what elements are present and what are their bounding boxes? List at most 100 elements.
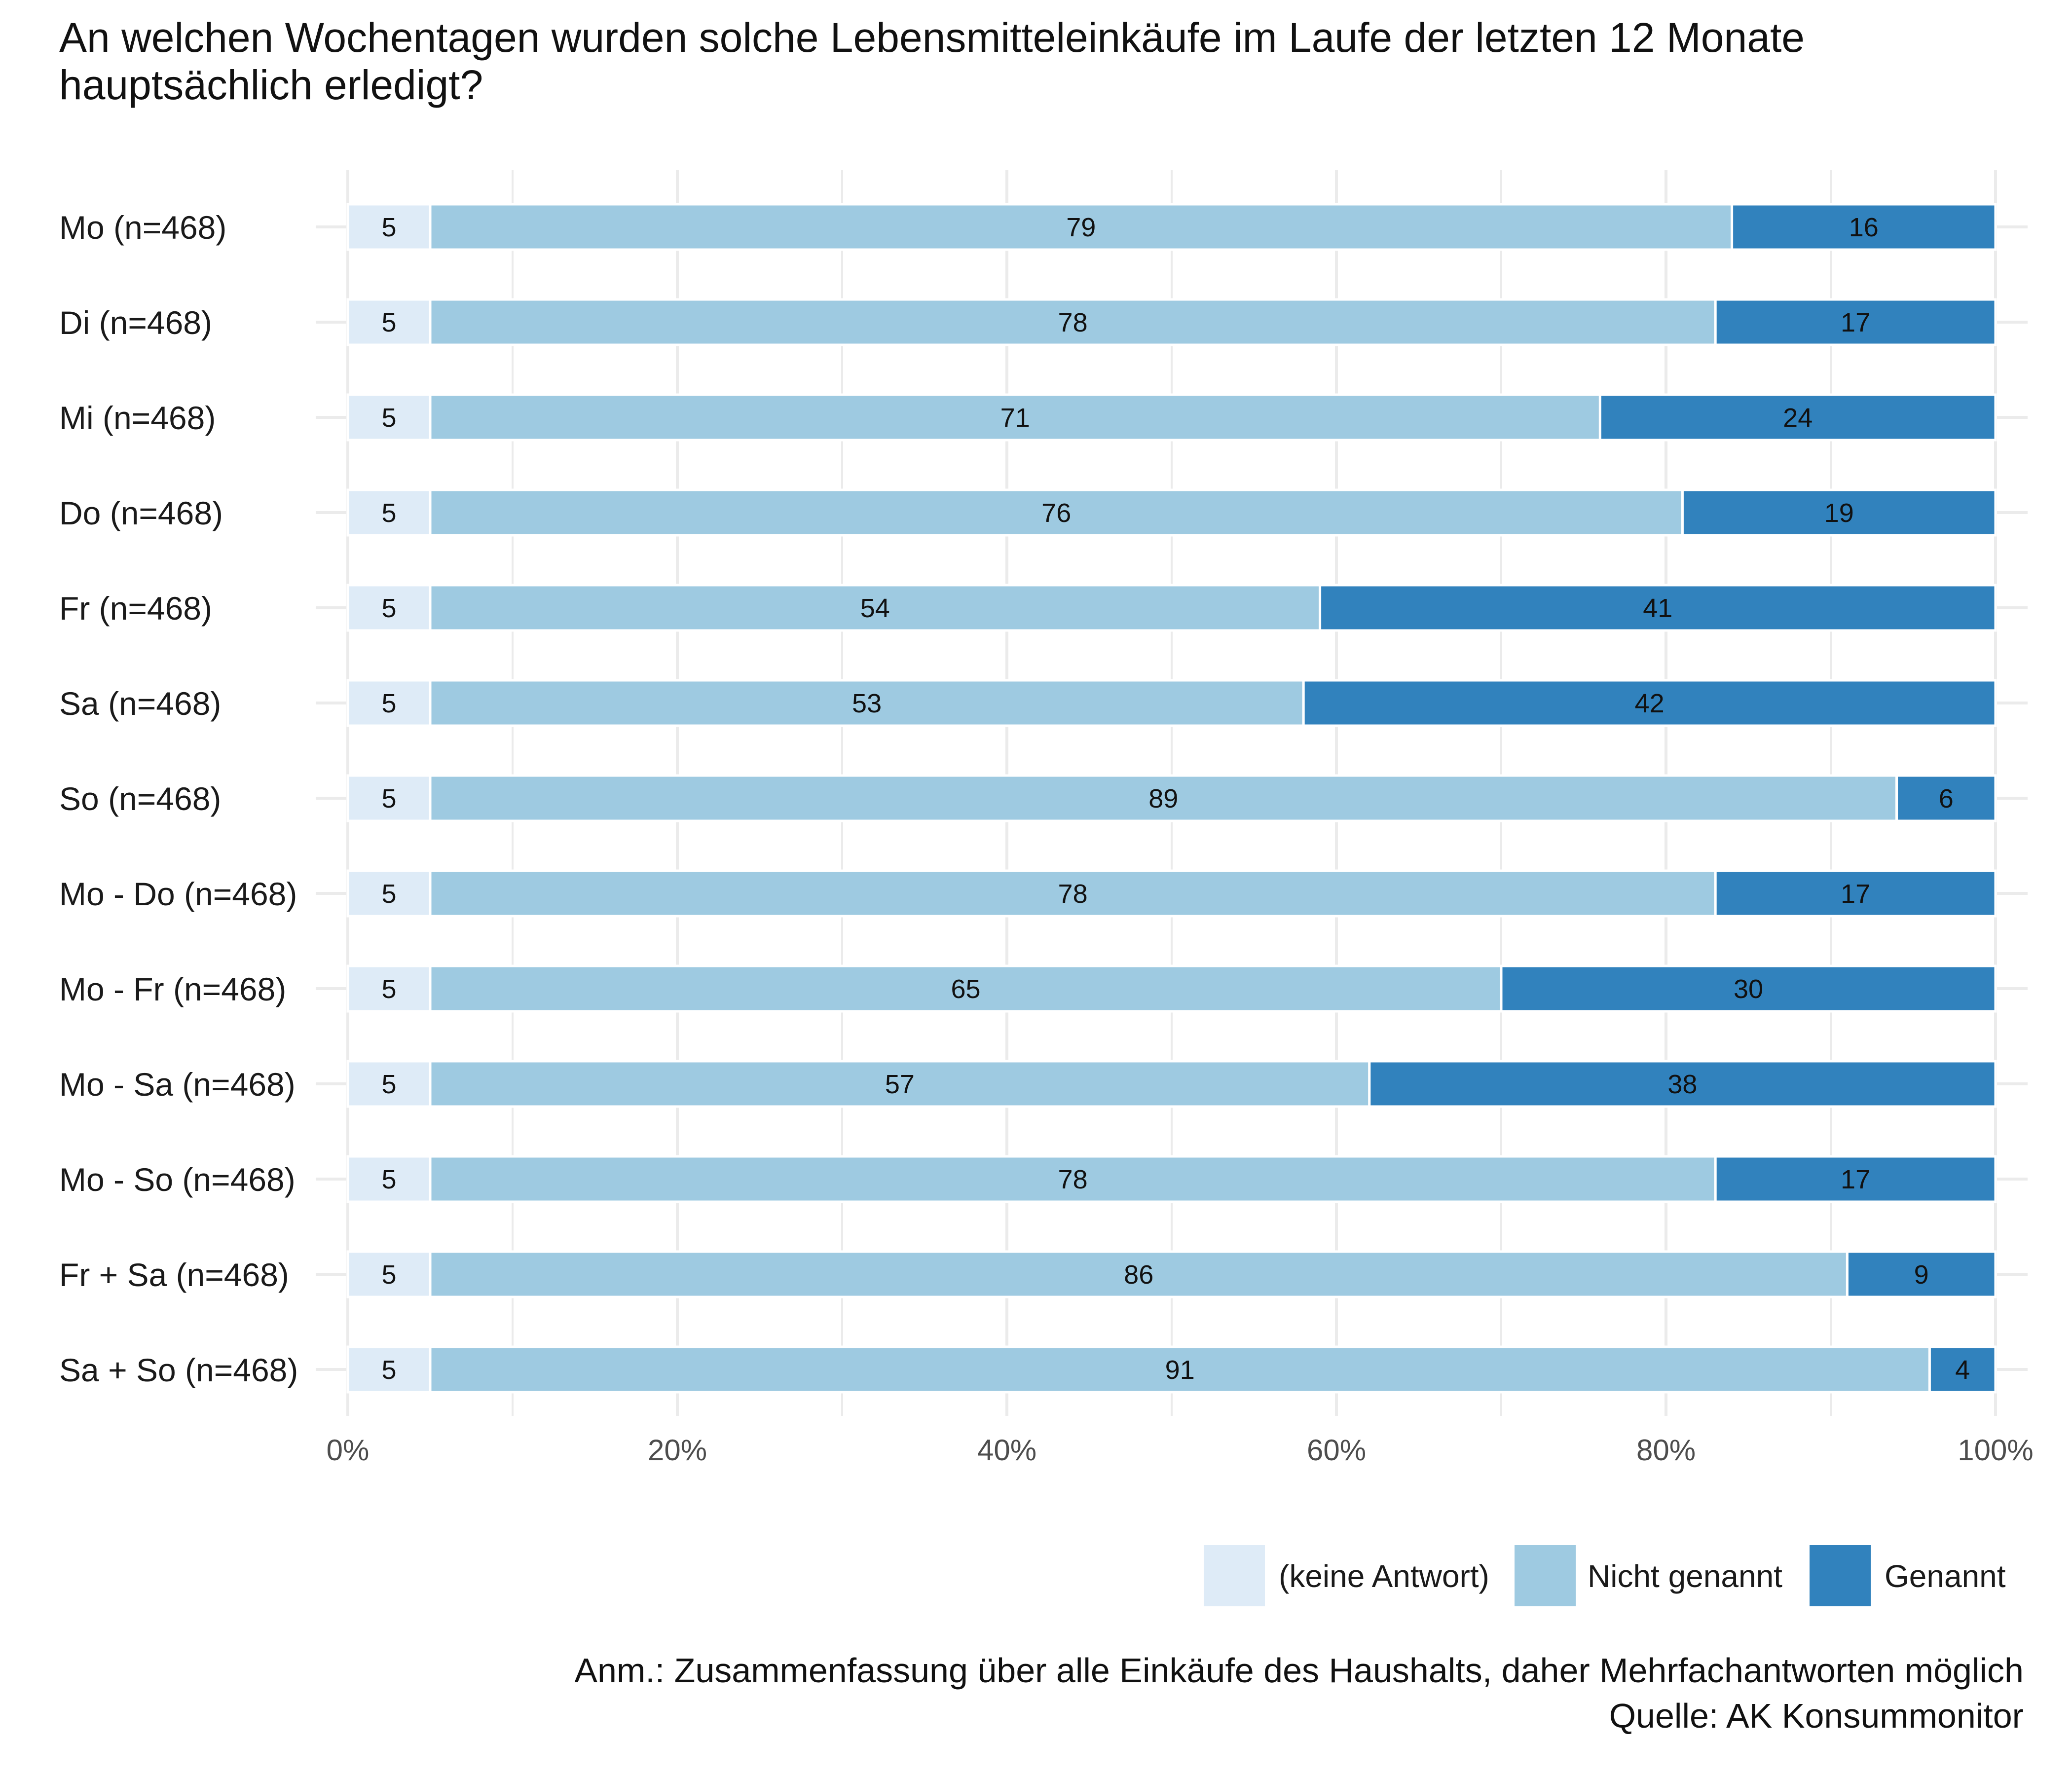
bar-segment [1500, 964, 1997, 1013]
data-label: 42 [1635, 689, 1665, 718]
legend-key [1515, 1545, 1576, 1606]
data-label: 5 [381, 498, 396, 528]
data-label: 91 [1165, 1355, 1195, 1385]
x-axis-labels: 0% 20% 40% 60% 80% 100% [327, 1434, 2034, 1467]
x-tick-label: 0% [327, 1434, 370, 1467]
bar-segment [429, 488, 1684, 537]
data-label: 24 [1783, 403, 1813, 433]
category-label: Sa + So (n=468) [59, 1352, 298, 1388]
category-label: Do (n=468) [59, 495, 223, 531]
bar-segment [1598, 393, 1997, 442]
bar-segment [346, 964, 432, 1013]
bar-segment [1895, 774, 1997, 822]
bar-segment [1714, 1155, 1997, 1203]
bar-segment [346, 393, 432, 442]
x-tick-label: 20% [648, 1434, 707, 1467]
data-label: 41 [1643, 593, 1672, 623]
data-label: 5 [381, 1355, 396, 1385]
category-label: Fr + Sa (n=468) [59, 1257, 289, 1293]
bar-segments: 5 79 165 78 175 71 245 76 195 54 415 53 425 89 65 78 175… [346, 203, 1997, 1394]
category-label: Mo - Do (n=468) [59, 876, 297, 912]
category-label: Mo - Sa (n=468) [59, 1066, 296, 1103]
data-label: 86 [1124, 1260, 1153, 1290]
legend-label: Nicht genannt [1588, 1558, 1782, 1594]
legend-key [1204, 1545, 1265, 1606]
x-tick-label: 80% [1636, 1434, 1696, 1467]
data-label: 71 [1000, 403, 1030, 433]
data-label: 30 [1734, 974, 1763, 1004]
data-label: 5 [381, 974, 396, 1004]
data-label: 9 [1914, 1260, 1929, 1290]
data-label: 54 [860, 593, 890, 623]
category-label: Sa (n=468) [59, 685, 221, 722]
legend: (keine Antwort) Nicht genannt Genannt [1204, 1545, 2006, 1606]
bar-segment [346, 584, 432, 632]
data-label: 5 [381, 308, 396, 337]
data-label: 5 [381, 1070, 396, 1099]
x-tick-label: 100% [1958, 1434, 2033, 1467]
bar-segment [429, 679, 1305, 727]
y-axis-labels: Mo (n=468) Di (n=468) Mi (n=468) Do (n=468)… [59, 209, 298, 1388]
data-label: 5 [381, 213, 396, 242]
category-label: Mi (n=468) [59, 400, 216, 436]
footer: Anm.: Zusammenfassung über alle Einkäufe… [574, 1648, 2024, 1739]
data-label: 5 [381, 1165, 396, 1194]
data-label: 78 [1058, 308, 1088, 337]
category-label: Mo - So (n=468) [59, 1161, 296, 1198]
data-label: 6 [1939, 784, 1954, 814]
category-label: So (n=468) [59, 780, 221, 817]
bar-segment [1928, 1345, 1997, 1394]
legend-label: (keine Antwort) [1279, 1558, 1489, 1594]
data-label: 17 [1841, 1165, 1870, 1194]
category-label: Mo (n=468) [59, 209, 226, 246]
category-label: Mo - Fr (n=468) [59, 971, 286, 1007]
bar-segment [429, 1250, 1849, 1298]
bar-segment [1714, 298, 1997, 346]
bar-segment [429, 584, 1322, 632]
data-label: 38 [1667, 1070, 1697, 1099]
data-label: 17 [1841, 879, 1870, 909]
bar-segment [346, 298, 432, 346]
data-label: 5 [381, 689, 396, 718]
data-label: 5 [381, 1260, 396, 1290]
bar-segment [1714, 869, 1997, 918]
bar-segment [346, 1155, 432, 1203]
bar-segment [429, 869, 1717, 918]
bar-segment [429, 393, 1601, 442]
category-label: Fr (n=468) [59, 590, 212, 627]
data-label: 5 [381, 593, 396, 623]
data-label: 57 [885, 1070, 915, 1099]
data-label: 16 [1849, 213, 1879, 242]
data-label: 5 [381, 784, 396, 814]
data-label: 89 [1148, 784, 1178, 814]
bar-segment [1846, 1250, 1997, 1298]
data-label: 79 [1066, 213, 1096, 242]
bar-segment [1368, 1060, 1997, 1108]
bar-segment [1681, 488, 1997, 537]
category-label: Di (n=468) [59, 304, 212, 341]
data-label: 19 [1824, 498, 1854, 528]
data-label: 78 [1058, 1165, 1088, 1194]
x-tick-label: 60% [1307, 1434, 1366, 1467]
data-label: 5 [381, 879, 396, 909]
data-label: 5 [381, 403, 396, 433]
bar-segment [1319, 584, 1997, 632]
data-label: 78 [1058, 879, 1088, 909]
data-label: 4 [1955, 1355, 1970, 1385]
bar-segment [429, 298, 1717, 346]
data-label: 17 [1841, 308, 1870, 337]
bar-segment [1731, 203, 1997, 251]
x-tick-label: 40% [977, 1434, 1036, 1467]
bar-segment [429, 1060, 1371, 1108]
bar-segment [1302, 679, 1997, 727]
data-label: 53 [852, 689, 882, 718]
legend-label: Genannt [1885, 1558, 2006, 1594]
chart-title: An welchen Wochentagen wurden solche Leb… [59, 14, 1805, 108]
legend-key [1810, 1545, 1871, 1606]
data-label: 65 [951, 974, 980, 1004]
bar-segment [346, 488, 432, 537]
footnote: Anm.: Zusammenfassung über alle Einkäufe… [574, 1651, 2024, 1690]
data-label: 76 [1041, 498, 1071, 528]
bar-segment [346, 1060, 432, 1108]
